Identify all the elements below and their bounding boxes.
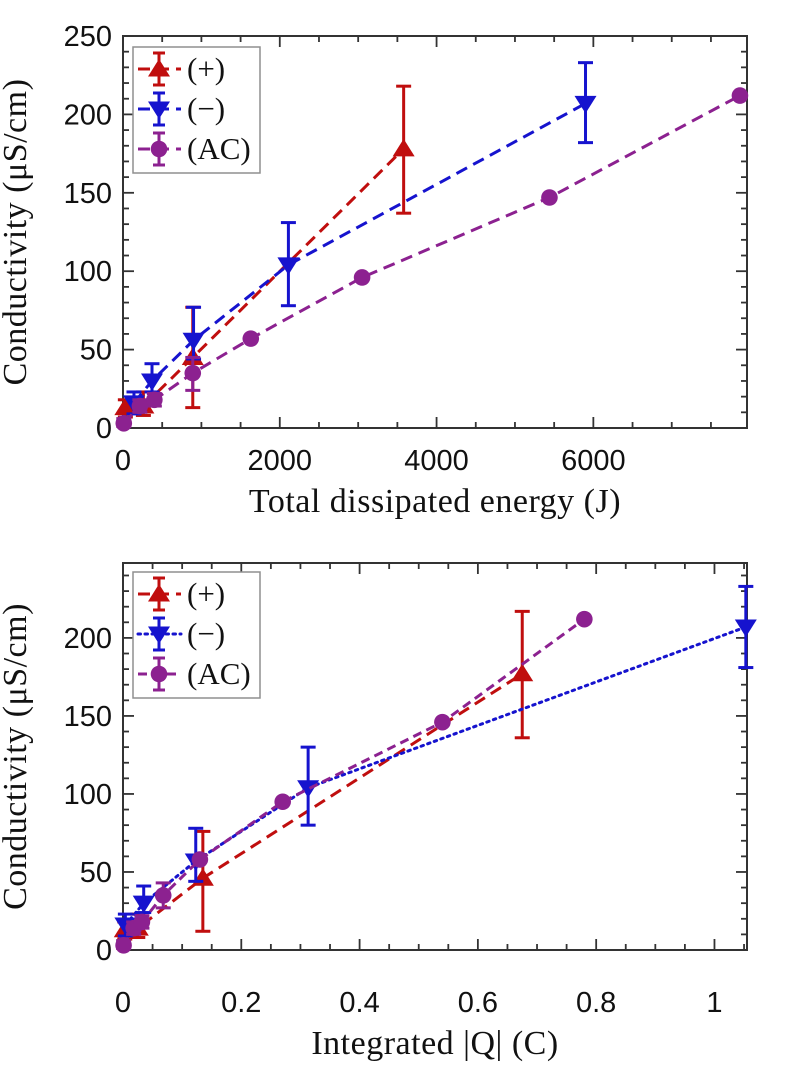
legend-label: (AC) (187, 656, 251, 691)
circle-marker (115, 937, 132, 954)
y-tick-label: 50 (80, 335, 112, 367)
circle-marker (150, 140, 168, 158)
triangle-down-marker (132, 895, 155, 914)
legend-entry-ac: (AC) (138, 656, 251, 692)
y-axis-label: Conductivity (μS/cm) (0, 603, 34, 910)
triangle-down-marker (277, 257, 300, 275)
legend-entry-neg: (−) (136, 616, 225, 652)
series-ac (115, 87, 749, 432)
x-tick-label: 0 (115, 445, 131, 477)
circle-marker (184, 364, 202, 382)
x-tick-label: 0.4 (339, 987, 379, 1019)
x-axis-label: Total dissipated energy (J) (249, 483, 621, 520)
legend-label: (+) (187, 576, 225, 611)
triangle-down-marker (148, 626, 170, 644)
circle-marker (576, 610, 593, 628)
circle-marker (154, 887, 172, 904)
y-tick-label: 200 (64, 623, 112, 655)
legend-entry-neg: (−) (138, 91, 225, 127)
circle-marker (133, 913, 151, 931)
circle-marker (731, 87, 749, 104)
x-tick-label: 0.8 (576, 987, 616, 1019)
axes: 0 2000 4000 6000 0 50 100 150 200 250 (64, 21, 748, 477)
legend-label: (−) (187, 616, 225, 651)
x-tick-label: 0.6 (458, 987, 498, 1019)
triangle-down-marker (574, 95, 597, 114)
axes: 0 0.2 0.4 0.6 0.8 1 0 50 100 150 200 (64, 562, 748, 1019)
series-line (124, 672, 524, 932)
x-axis-label: Integrated |Q| (C) (311, 1025, 558, 1062)
y-tick-label: 150 (64, 701, 112, 733)
x-tick-label: 0 (115, 987, 131, 1019)
circle-marker (191, 851, 209, 868)
circle-marker (274, 793, 291, 811)
triangle-up-marker (148, 584, 170, 602)
circle-marker (146, 391, 163, 409)
y-axis-label: Conductivity (μS/cm) (0, 79, 34, 386)
y-tick-label: 150 (64, 178, 112, 210)
circle-marker (115, 414, 133, 432)
x-tick-label: 0.2 (221, 987, 261, 1019)
triangle-up-marker (392, 138, 415, 157)
triangle-up-marker (148, 59, 170, 77)
x-tick-label: 6000 (561, 445, 626, 477)
legend-entry-ac: (AC) (138, 131, 251, 167)
plot-frame (122, 35, 748, 429)
triangle-down-marker (148, 101, 170, 119)
circle-marker (242, 330, 260, 347)
circle-marker (434, 713, 451, 731)
bottom-chart-figure: 0 0.2 0.4 0.6 0.8 1 0 50 100 150 200 Integrated |Q|… (0, 536, 800, 1073)
y-tick-label: 50 (80, 857, 112, 889)
legend-label: (AC) (187, 131, 251, 166)
y-tick-label: 0 (96, 413, 112, 445)
legend-label: (+) (187, 51, 225, 86)
y-tick-label: 250 (64, 21, 112, 53)
x-tick-label: 4000 (404, 445, 469, 477)
series-neg (122, 61, 597, 416)
triangle-down-marker (182, 332, 205, 351)
x-tick-label: 2000 (248, 445, 313, 477)
circle-marker (150, 665, 168, 683)
circle-marker (541, 189, 558, 206)
y-tick-label: 200 (64, 99, 112, 131)
top-chart-figure: 0 2000 4000 6000 0 50 100 150 200 250 Total dissip… (0, 0, 800, 536)
energy-vs-conductivity-chart: 0 2000 4000 6000 0 50 100 150 200 250 Total dissip… (0, 21, 749, 520)
triangle-down-marker (297, 780, 320, 798)
triangle-up-marker (114, 397, 137, 416)
triangle-up-marker (511, 663, 534, 682)
series-line (123, 625, 748, 927)
legend: (+) (−) (AC) (132, 46, 261, 174)
legend-entry-pos: (+) (138, 576, 225, 612)
y-tick-label: 100 (64, 779, 112, 811)
circle-marker (353, 269, 371, 286)
triangle-down-marker (734, 619, 757, 637)
legend-entry-pos: (+) (138, 51, 225, 87)
y-tick-label: 0 (96, 935, 112, 967)
plot-frame (122, 562, 748, 951)
series-ac (115, 610, 593, 954)
triangle-down-marker (141, 373, 164, 391)
y-tick-label: 100 (64, 256, 112, 288)
legend-label: (−) (187, 91, 225, 126)
x-tick-label: 1 (706, 987, 722, 1019)
circle-marker (131, 397, 149, 415)
legend: (+) (−) (AC) (132, 571, 261, 699)
charge-vs-conductivity-chart: 0 0.2 0.4 0.6 0.8 1 0 50 100 150 200 Integrated |Q|… (0, 562, 757, 1062)
